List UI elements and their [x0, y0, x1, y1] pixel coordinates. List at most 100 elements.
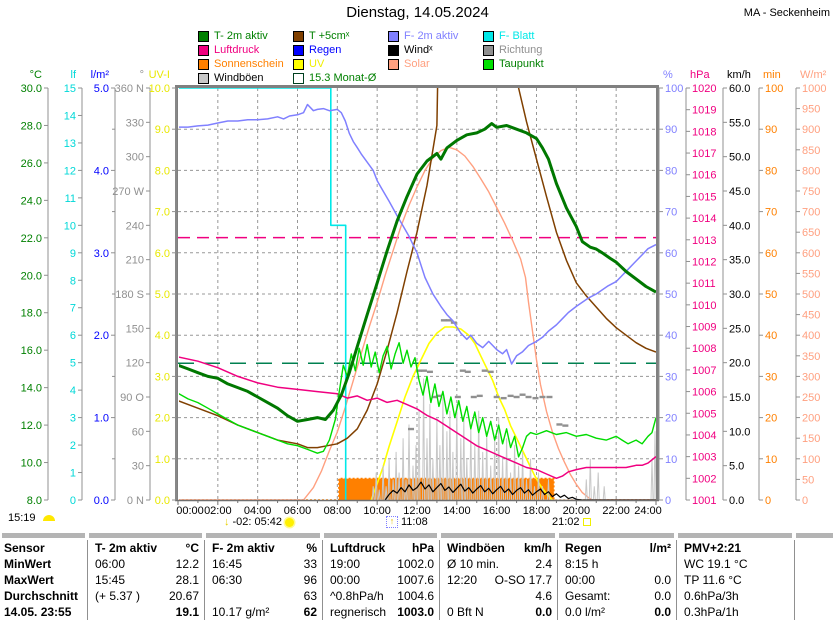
series-sonnenschein — [179, 478, 656, 500]
axis-label: 10 — [665, 454, 677, 466]
table-cell: Sensor — [0, 540, 87, 556]
table-cell: regnerisch 1003.0 — [322, 604, 439, 620]
table-cell — [794, 588, 835, 604]
table-cell: 4.6 — [439, 588, 557, 604]
table-cell: ^0.8hPa/h 1004.6 — [322, 588, 439, 604]
sunrise-time-label: 05:42 — [254, 516, 282, 528]
richtung-dash — [445, 319, 452, 322]
table-cell: 0.6hPa/3h — [676, 588, 794, 604]
legend-item: Richtung — [483, 43, 544, 57]
table-cell-text: 12:20 — [447, 572, 478, 587]
axis-label: 15.0 — [729, 392, 750, 404]
legend-label: T- 2m aktiv — [214, 30, 268, 42]
axis-label: 90 — [765, 124, 777, 136]
axis-label: 4 — [70, 385, 76, 397]
table-cell-text: 15:45 — [95, 572, 126, 587]
axis-label: 1009 — [692, 322, 716, 334]
axis-label: 150 — [802, 433, 820, 445]
table-cell-value: 0.0 — [535, 604, 552, 619]
table-cell-text: WC 19.1 °C — [684, 556, 748, 571]
x-tick-label: 22:00 — [602, 505, 630, 517]
axis-label: 800 — [802, 165, 820, 177]
axis-label: 11 — [65, 193, 76, 205]
richtung-dash — [525, 395, 532, 399]
legend-label: 15.3 Monat-Ø — [309, 72, 377, 84]
axis-label: 30 — [132, 461, 144, 473]
axis-label: 60 — [765, 248, 777, 260]
x-tick-label: 12:00 — [403, 505, 431, 517]
table-cell-value: 28.1 — [175, 572, 199, 587]
axis-label: 1.0 — [94, 413, 109, 425]
axis-label: 2 — [70, 440, 76, 452]
table-cell-value: 20.67 — [168, 588, 199, 603]
axis-label: 50 — [665, 289, 677, 301]
legend-swatch-icon — [293, 72, 304, 84]
table-cell-text: 16:45 — [212, 556, 243, 571]
axis-label: 900 — [802, 124, 820, 136]
table-cell: WC 19.1 °C — [676, 556, 794, 572]
axis-title-km/h: km/h — [727, 69, 751, 81]
axis-label: 13 — [64, 138, 76, 150]
axis-label: 0.0 — [729, 495, 744, 507]
table-row-label: MaxWert — [4, 572, 54, 587]
richtung-dash — [415, 369, 422, 372]
table-cell: 16:45 33 — [204, 556, 322, 572]
sunrise-annotation: ↓ -02: 05:42 — [224, 516, 294, 528]
x-tick-label: 00:00 — [176, 505, 204, 517]
legend-column: F- 2m aktiv Windˣ Solar — [388, 29, 458, 71]
axis-label: 1006 — [692, 387, 716, 399]
legend-item: Regen — [293, 43, 376, 57]
richtung-dash — [431, 395, 438, 399]
axis-label: 25.0 — [729, 323, 750, 335]
axis-label: 1004 — [692, 430, 716, 442]
axis-label: 7.0 — [155, 207, 170, 219]
richtung-dash — [507, 394, 514, 398]
axis-label: 1020 — [692, 83, 716, 95]
axis-title-°: ° — [140, 69, 144, 81]
table-cell-text: 10.17 g/m² — [212, 604, 270, 619]
axis-title-UV-I: UV-I — [149, 69, 170, 81]
axis-label: 1011 — [692, 278, 716, 290]
x-tick-label: 16:00 — [483, 505, 511, 517]
axis-label: 3.0 — [155, 371, 170, 383]
down-arrow-icon: ↓ — [224, 516, 230, 528]
axis-label: 24.0 — [21, 195, 42, 207]
table-cell: Ø 10 min. 2.4 — [439, 556, 557, 572]
axis-label: 30 — [765, 371, 777, 383]
x-tick-label: 18:00 — [523, 505, 551, 517]
series-taupunkt — [179, 342, 656, 458]
table-cell-text: Gesamt: — [565, 588, 611, 603]
axis-label: 180 S — [115, 289, 144, 301]
axis-label: 12.0 — [21, 420, 42, 432]
axis-label: 700 — [802, 207, 820, 219]
axis-label: 1012 — [692, 256, 716, 268]
axis-label: 40 — [665, 330, 677, 342]
axis-label: 10.0 — [21, 458, 42, 470]
table-cell: Windböen km/h — [439, 540, 557, 556]
axis-title-%: % — [663, 69, 673, 81]
table-cell: 0.3hPa/1h — [676, 604, 794, 620]
richtung-dash — [556, 423, 563, 426]
legend-label: Luftdruck — [214, 44, 260, 56]
axis-label: 20 — [665, 413, 677, 425]
axis-label: 360 N — [115, 83, 144, 95]
axis-title-l/m²: l/m² — [91, 69, 110, 81]
table-row-label: 14.05. 23:55 — [4, 604, 72, 619]
series-t5cm — [179, 86, 656, 449]
axis-label: 1003 — [692, 452, 716, 464]
axis-label: 70 — [765, 207, 777, 219]
table-cell-value: 19.1 — [175, 604, 199, 619]
axis-label: 0 — [665, 495, 671, 507]
legend-column: F- Blatt Richtung Taupunkt — [483, 29, 544, 71]
table-cell-value: 0.0 — [654, 588, 671, 603]
axis-label: 5.0 — [94, 83, 109, 95]
axis-label: 22.0 — [21, 233, 42, 245]
table-col-unit: % — [306, 540, 317, 555]
axis-label: 750 — [802, 186, 820, 198]
axis-label: 400 — [802, 330, 820, 342]
table-border-segment — [796, 533, 833, 538]
axis-label: 950 — [802, 104, 820, 116]
table-cell-value: 96 — [303, 572, 317, 587]
axis-label: 50 — [765, 289, 777, 301]
